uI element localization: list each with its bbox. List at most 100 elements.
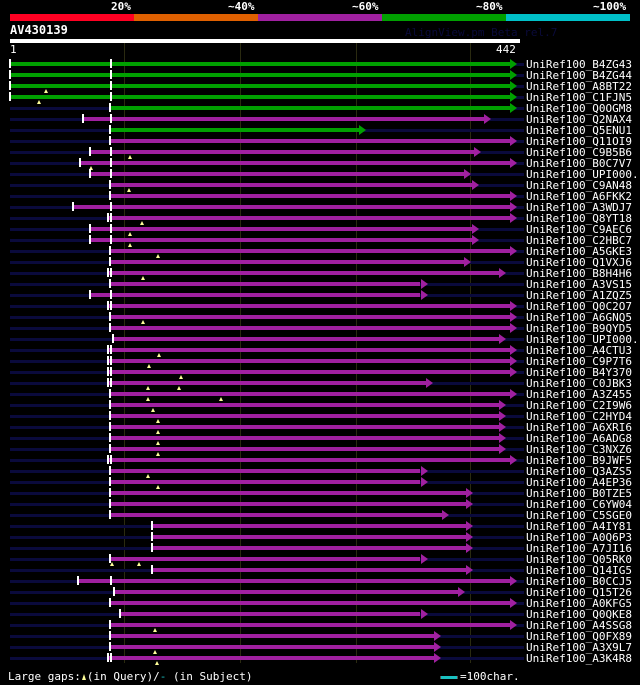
alignment-segment[interactable]: [107, 216, 510, 220]
hit-label[interactable]: UniRef100_C9AN48: [526, 179, 632, 192]
hit-label[interactable]: UniRef100_C2HBC7: [526, 234, 632, 247]
alignment-segment[interactable]: [10, 95, 510, 99]
hit-row[interactable]: UniRef100_A8BT22: [0, 80, 640, 93]
alignment-segment[interactable]: [107, 304, 510, 308]
hit-label[interactable]: UniRef100_A6FKK2: [526, 190, 632, 203]
hit-label[interactable]: UniRef100_C5SGE0: [526, 509, 632, 522]
hit-label[interactable]: UniRef100_B0TZE5: [526, 487, 632, 500]
hit-row[interactable]: UniRef100_C5SGE0: [0, 510, 640, 521]
hit-row[interactable]: UniRef100_A4CTU3: [0, 345, 640, 357]
hit-label[interactable]: UniRef100_C3NXZ6: [526, 443, 632, 456]
alignment-segment[interactable]: [109, 634, 435, 638]
hit-label[interactable]: UniRef100_A8BT22: [526, 80, 632, 93]
hit-label[interactable]: UniRef100_C0JBK3: [526, 377, 632, 390]
alignment-segment[interactable]: [90, 172, 465, 176]
alignment-segment[interactable]: [107, 271, 499, 275]
alignment-segment[interactable]: [77, 579, 510, 583]
alignment-segment[interactable]: [152, 535, 467, 539]
alignment-segment[interactable]: [152, 568, 467, 572]
hit-label[interactable]: UniRef100_A1ZQZ5: [526, 289, 632, 302]
hit-row[interactable]: UniRef100_B0CCJ5: [0, 576, 640, 587]
hit-label[interactable]: UniRef100_B4ZG44: [526, 69, 632, 82]
alignment-segment[interactable]: [109, 315, 510, 319]
alignment-segment[interactable]: [107, 381, 427, 385]
hit-row[interactable]: UniRef100_A5GKE3: [0, 245, 640, 258]
alignment-segment[interactable]: [90, 227, 473, 231]
hit-label[interactable]: UniRef100_C2HYD4: [526, 410, 632, 423]
hit-label[interactable]: UniRef100_C6YW04: [526, 498, 632, 511]
alignment-segment[interactable]: [79, 161, 510, 165]
hit-row[interactable]: UniRef100_A6GNQ5: [0, 312, 640, 324]
alignment-segment[interactable]: [109, 392, 510, 396]
alignment-segment[interactable]: [109, 260, 465, 264]
hit-label[interactable]: UniRef100_A4IY81: [526, 520, 632, 533]
hit-label[interactable]: UniRef100_A4EP36: [526, 476, 632, 489]
hit-row[interactable]: UniRef100_A4IY81: [0, 521, 640, 532]
hit-label[interactable]: UniRef100_Q05RK0: [526, 553, 632, 566]
hit-row[interactable]: UniRef100_B9QYD5: [0, 323, 640, 334]
hit-row[interactable]: UniRef100_A1ZQZ5: [0, 290, 640, 301]
hit-label[interactable]: UniRef100_B9QYD5: [526, 322, 632, 335]
hit-label[interactable]: UniRef100_B0CCJ5: [526, 575, 632, 588]
hit-label[interactable]: UniRef100_C2I9W6: [526, 399, 632, 412]
hit-row[interactable]: UniRef100_C9B5B6: [0, 147, 640, 159]
hit-label[interactable]: UniRef100_Q11OI9: [526, 135, 632, 148]
alignment-segment[interactable]: [113, 337, 499, 341]
hit-label[interactable]: UniRef100_A6XRI6: [526, 421, 632, 434]
alignment-segment[interactable]: [109, 601, 510, 605]
hit-label[interactable]: UniRef100_Q0OGM8: [526, 102, 632, 115]
hit-row[interactable]: UniRef100_A3K4R8: [0, 653, 640, 665]
hit-row[interactable]: UniRef100_Q2NAX4: [0, 114, 640, 125]
alignment-segment[interactable]: [107, 458, 510, 462]
alignment-segment[interactable]: [109, 194, 510, 198]
alignment-segment[interactable]: [90, 150, 475, 154]
hit-label[interactable]: UniRef100_A6ADG8: [526, 432, 632, 445]
hit-row[interactable]: UniRef100_C6YW04: [0, 499, 640, 510]
alignment-segment[interactable]: [109, 447, 499, 451]
hit-label[interactable]: UniRef100_B0C7V7: [526, 157, 632, 170]
hit-row[interactable]: UniRef100_A3Z455: [0, 388, 640, 401]
hit-row[interactable]: UniRef100_A6XRI6: [0, 421, 640, 434]
alignment-segment[interactable]: [109, 645, 435, 649]
alignment-segment[interactable]: [109, 249, 510, 253]
hit-row[interactable]: UniRef100_B9JWF5: [0, 455, 640, 466]
alignment-segment[interactable]: [109, 502, 467, 506]
hit-row[interactable]: UniRef100_C9AEC6: [0, 224, 640, 236]
hit-row[interactable]: UniRef100_UPI000..: [0, 169, 640, 180]
hit-label[interactable]: UniRef100_Q14IG5: [526, 564, 632, 577]
alignment-segment[interactable]: [10, 73, 510, 77]
hit-row[interactable]: UniRef100_B8H4H6: [0, 268, 640, 280]
hit-label[interactable]: UniRef100_Q2NAX4: [526, 113, 632, 126]
hit-label[interactable]: UniRef100_Q0FX89: [526, 630, 632, 643]
alignment-segment[interactable]: [10, 62, 510, 66]
hit-label[interactable]: UniRef100_B9JWF5: [526, 454, 632, 467]
hit-row[interactable]: UniRef100_A4SSG8: [0, 620, 640, 632]
hit-row[interactable]: UniRef100_C1FJN5: [0, 91, 640, 104]
alignment-segment[interactable]: [109, 469, 421, 473]
hit-row[interactable]: UniRef100_UPI000..: [0, 334, 640, 345]
hit-label[interactable]: UniRef100_C1FJN5: [526, 91, 632, 104]
hit-row[interactable]: UniRef100_A3WDJ7: [0, 202, 640, 213]
hit-label[interactable]: UniRef100_A3Z455: [526, 388, 632, 401]
hit-row[interactable]: UniRef100_B4Y370: [0, 367, 640, 379]
hit-label[interactable]: UniRef100_Q1VXJ6: [526, 256, 632, 269]
hit-row[interactable]: UniRef100_Q5ENU1: [0, 125, 640, 136]
hit-label[interactable]: UniRef100_A3WDJ7: [526, 201, 632, 214]
hit-label[interactable]: UniRef100_C9P7T6: [526, 355, 632, 368]
hit-row[interactable]: UniRef100_A7JI16: [0, 543, 640, 554]
hit-label[interactable]: UniRef100_A5GKE3: [526, 245, 632, 258]
alignment-segment[interactable]: [109, 128, 359, 132]
alignment-segment[interactable]: [10, 84, 510, 88]
hit-label[interactable]: UniRef100_UPI000..: [526, 333, 640, 346]
alignment-segment[interactable]: [90, 238, 473, 242]
hit-label[interactable]: UniRef100_Q8YT18: [526, 212, 632, 225]
hit-row[interactable]: UniRef100_A6FKK2: [0, 191, 640, 202]
alignment-segment[interactable]: [107, 359, 510, 363]
hit-row[interactable]: UniRef100_B0C7V7: [0, 157, 640, 170]
alignment-segment[interactable]: [109, 106, 510, 110]
hit-row[interactable]: UniRef100_A0KFG5: [0, 598, 640, 609]
alignment-segment[interactable]: [109, 513, 443, 517]
hit-label[interactable]: UniRef100_A7JI16: [526, 542, 632, 555]
hit-row[interactable]: UniRef100_C0JBK3: [0, 377, 640, 390]
alignment-segment[interactable]: [109, 491, 467, 495]
